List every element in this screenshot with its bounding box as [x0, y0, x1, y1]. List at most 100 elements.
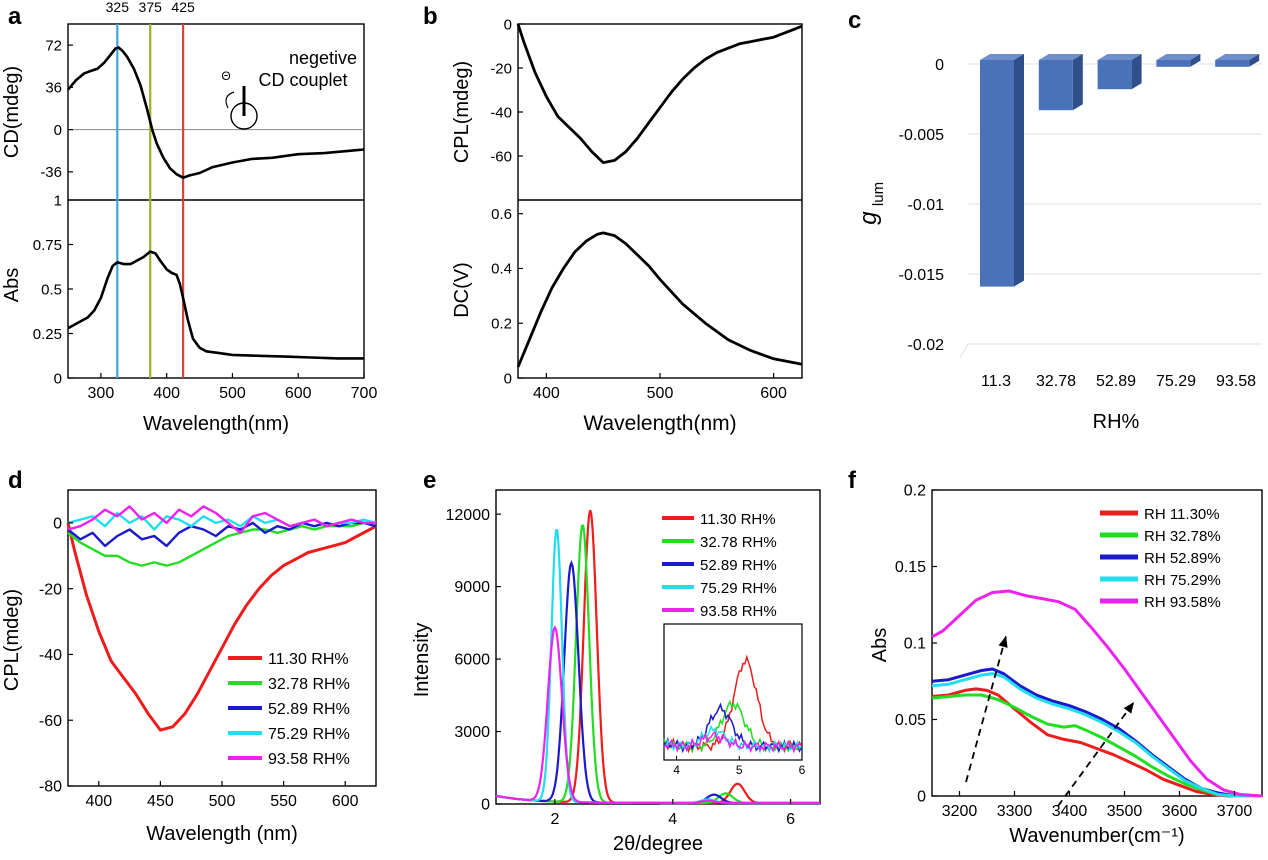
c-ylabel-sub: lum — [870, 182, 887, 206]
f-trend-arrow-0 — [965, 635, 1007, 783]
d-ylabel: CPL(mdeg) — [1, 589, 23, 691]
d-legend-label: 93.58 RH% — [268, 751, 350, 768]
f-legend-label: RH 52.89% — [1144, 550, 1221, 567]
d-ytick-label: -40 — [39, 647, 62, 664]
bar-side-32.78 — [1072, 54, 1083, 111]
e-ytick-label: 12000 — [446, 507, 491, 524]
e-xtick-label: 6 — [786, 811, 795, 828]
c-ylabel: g lum — [855, 182, 887, 225]
f-ytick-label: 0.1 — [904, 636, 926, 653]
dc-ylabel: DC(V) — [451, 262, 473, 318]
c-category-label: 32.78 — [1036, 373, 1076, 390]
d-xtick-label: 450 — [147, 793, 174, 810]
abs-ytick-label: 0.5 — [41, 281, 62, 298]
f-ytick-label: 0.05 — [895, 712, 926, 729]
c-ytick-label: 0 — [935, 57, 944, 74]
e-inset-xtick-label: 4 — [673, 763, 680, 777]
e-legend-label: 32.78 RH% — [700, 534, 777, 551]
f-series-0 — [931, 687, 1262, 798]
e-ytick-label: 0 — [481, 797, 490, 814]
c-ytick-label: -0.015 — [899, 267, 944, 284]
e-ytick-label: 9000 — [454, 579, 490, 596]
f-legend-label: RH 93.58% — [1144, 594, 1221, 611]
abs-ytick-label: 0.25 — [33, 326, 62, 343]
f-trend-arrowhead-1 — [1123, 702, 1134, 714]
d-legend-label: 75.29 RH% — [268, 726, 350, 743]
f-ytick-label: 0 — [917, 789, 926, 806]
e-inset-series-4 — [663, 730, 802, 754]
d-series-0 — [66, 522, 377, 732]
f-xtick-label: 3400 — [1052, 803, 1088, 820]
cpl-ytick-label: -20 — [490, 60, 512, 77]
dc-ytick-label: 0 — [504, 370, 512, 387]
couplet-theta-symbol: Θ — [221, 69, 230, 83]
d-legend-label: 52.89 RH% — [268, 701, 350, 718]
cpl-ytick-label: -60 — [490, 148, 512, 165]
panel-e-xlabel: 2θ/degree — [613, 833, 703, 855]
dc-ytick-label: 0.4 — [491, 261, 512, 278]
abs-ylabel: Abs — [1, 268, 23, 302]
bar-top-11.3 — [980, 54, 1024, 60]
f-legend-label: RH 75.29% — [1144, 572, 1221, 589]
f-series-3 — [931, 672, 1262, 798]
c-xlabel: RH% — [1093, 411, 1140, 433]
panel-a-frame — [67, 23, 365, 379]
c-ylabel-g: g — [855, 211, 882, 225]
panel-b-frame — [517, 23, 803, 379]
e-inset-series-2 — [663, 702, 803, 754]
panel-a-xlabel: Wavelength(nm) — [143, 413, 289, 435]
d-series-2 — [67, 521, 377, 548]
marker-label-425: 425 — [171, 0, 195, 15]
abs-xtick-label: 700 — [351, 385, 378, 402]
f-ytick-label: 0.15 — [895, 559, 926, 576]
couplet-arc-icon — [225, 91, 235, 109]
f-legend-label: RH 32.78% — [1144, 528, 1221, 545]
d-legend-label: 32.78 RH% — [268, 676, 350, 693]
abs-curve — [67, 250, 364, 360]
dc-ytick-label: 0.6 — [491, 206, 512, 223]
f-series-1 — [931, 693, 1262, 798]
panel-label-c: c — [848, 7, 861, 34]
e-legend-label: 11.30 RH% — [700, 511, 776, 528]
e-inset-xtick-label: 5 — [736, 763, 743, 777]
f-ylabel: Abs — [869, 628, 891, 662]
f-xtick-label: 3700 — [1217, 803, 1253, 820]
c-ytick-label: -0.02 — [908, 337, 945, 354]
bar-top-52.89 — [1097, 54, 1142, 60]
cd-ytick-label: -36 — [40, 164, 62, 181]
bar-top-32.78 — [1038, 54, 1083, 60]
f-xtick-label: 3300 — [997, 803, 1033, 820]
annotation-line1: negetive — [289, 48, 357, 68]
bar-top-75.29 — [1156, 54, 1201, 60]
d-series-4 — [67, 505, 376, 534]
bar-side-52.89 — [1131, 54, 1142, 90]
dc-xtick-label: 500 — [647, 385, 674, 402]
dc-xtick-label: 400 — [533, 385, 560, 402]
floor-edge — [959, 343, 969, 359]
e-xtick-label: 2 — [550, 811, 559, 828]
f-xtick-label: 3600 — [1162, 803, 1198, 820]
panel-label-b: b — [423, 3, 438, 30]
f-ytick-label: 0.2 — [904, 483, 926, 500]
e-inset-xtick-label: 6 — [799, 763, 806, 777]
abs-xtick-label: 400 — [153, 385, 180, 402]
d-xtick-label: 550 — [270, 793, 297, 810]
e-legend-label: 75.29 RH% — [700, 580, 777, 597]
f-series-4 — [931, 589, 1263, 798]
abs-xtick-label: 300 — [88, 385, 115, 402]
cd-ytick-label: 36 — [45, 80, 62, 97]
f-xtick-label: 3200 — [942, 803, 978, 820]
e-legend-label: 93.58 RH% — [700, 603, 777, 620]
panel-label-a: a — [8, 3, 22, 30]
bar-52.89 — [1097, 60, 1132, 90]
e-ytick-label: 3000 — [454, 724, 490, 741]
dc-xtick-label: 600 — [760, 385, 787, 402]
d-xtick-label: 600 — [332, 793, 359, 810]
cpl-ytick-label: -40 — [490, 104, 512, 121]
f-legend-label: RH 11.30% — [1144, 506, 1220, 523]
e-legend-label: 52.89 RH% — [700, 557, 777, 574]
panel-d-xlabel: Wavelength (nm) — [146, 823, 298, 845]
cd-ytick-label: 0 — [54, 122, 62, 139]
bar-side-75.29 — [1190, 54, 1201, 67]
